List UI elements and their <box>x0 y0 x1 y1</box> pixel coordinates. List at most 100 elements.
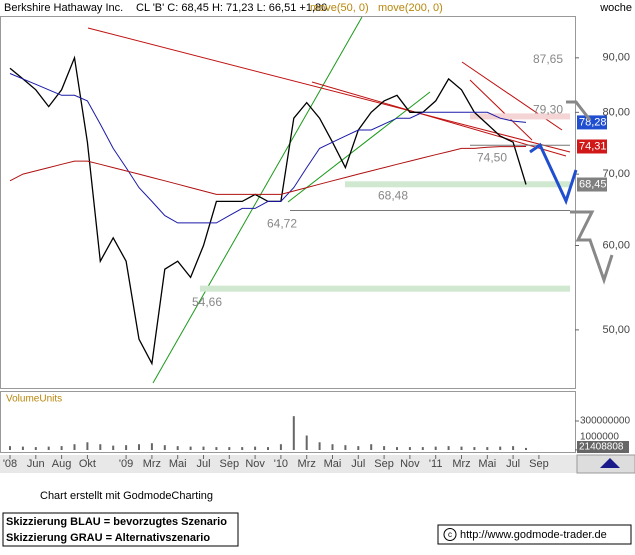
last-value-box <box>577 139 607 154</box>
volume-tick-label: 1000000 <box>580 432 619 443</box>
x-tick-label: Sep <box>374 458 394 470</box>
level-label: 74,50 <box>477 150 507 164</box>
price-panel <box>0 16 576 389</box>
level-label: 64,72 <box>267 217 297 231</box>
trendline <box>469 79 533 141</box>
volume-panel <box>0 391 576 453</box>
volume-bar <box>73 444 76 450</box>
blue-scenario <box>529 142 578 206</box>
volume-bar <box>434 446 437 450</box>
volume-bar <box>305 435 308 450</box>
level-band <box>345 181 570 188</box>
gray-scenario <box>570 210 614 285</box>
volume-bar <box>331 444 334 450</box>
volume-bar <box>267 447 269 450</box>
copyright-icon <box>443 528 457 541</box>
level-label: 79,30 <box>533 103 563 117</box>
chart-title: Berkshire Hathaway Inc. <box>4 2 123 14</box>
copyright-c: c <box>448 530 452 539</box>
volume-bar <box>21 446 24 450</box>
x-axis-strip <box>0 455 635 473</box>
x-tick-label: Mai <box>169 458 187 470</box>
volume-bar <box>125 445 128 450</box>
level-band <box>470 113 570 120</box>
volume-bar <box>396 447 398 450</box>
legend-ma50: move(50, 0) <box>310 2 369 14</box>
volume-bar <box>279 444 282 450</box>
volume-bar <box>486 447 489 450</box>
volume-bar <box>112 445 115 450</box>
last-value-label: 68,45 <box>579 178 607 190</box>
x-tick-label: '11 <box>429 458 443 470</box>
volume-bar <box>292 416 295 450</box>
volume-bar <box>9 446 11 450</box>
volume-title: VolumeUnits <box>6 394 62 405</box>
volume-bar <box>318 442 321 450</box>
trendline <box>87 27 571 153</box>
volume-last-label: 21408808 <box>579 442 624 453</box>
y-tick-label: 60,00 <box>602 239 630 251</box>
volume-bar <box>150 443 153 450</box>
series-line <box>9 146 527 195</box>
legend-ma200: move(200, 0) <box>378 2 443 14</box>
volume-bar <box>344 445 347 450</box>
y-tick-label: 90,00 <box>602 52 630 64</box>
volume-bar <box>176 446 179 450</box>
note: Skizzierung BLAU = bevorzugtes Szenario <box>6 516 227 528</box>
volume-bar <box>254 446 257 450</box>
volume-bar <box>215 447 218 450</box>
x-tick-label: '10 <box>274 458 288 470</box>
x-tick-label: Aug <box>52 458 72 470</box>
credit: Chart erstellt mit GodmodeCharting <box>40 490 213 502</box>
volume-bar <box>202 446 205 450</box>
x-tick-label: Sep <box>529 458 549 470</box>
x-tick-label: Jul <box>196 458 210 470</box>
source-box <box>437 524 632 545</box>
series-line <box>9 73 527 224</box>
volume-bar <box>370 444 373 450</box>
volume-tick-label: 300000000 <box>580 416 630 427</box>
volume-bar <box>99 444 102 450</box>
note: Skizzierung GRAU = Alternativszenario <box>6 532 210 544</box>
volume-bar <box>499 446 502 450</box>
x-tick-label: Okt <box>79 458 96 470</box>
x-tick-label: Mrz <box>298 458 316 470</box>
volume-bar <box>357 446 360 450</box>
volume-bar <box>34 447 37 450</box>
volume-bar <box>86 442 89 450</box>
x-tick-label: Nov <box>245 458 265 470</box>
volume-bar <box>60 446 63 450</box>
volume-bar <box>447 446 450 450</box>
x-tick-label: '09 <box>119 458 133 470</box>
notes-box <box>2 512 239 547</box>
volume-bar <box>47 446 50 450</box>
level-band <box>200 285 570 292</box>
trendline <box>152 16 363 384</box>
volume-bar <box>408 447 411 450</box>
x-tick-label: Jul <box>506 458 520 470</box>
last-value-label: 74,31 <box>579 140 607 152</box>
x-tick-label: Mrz <box>452 458 470 470</box>
last-value-label: 78,28 <box>579 116 607 128</box>
volume-last-box <box>577 441 629 453</box>
volume-bar <box>512 446 515 450</box>
icon <box>600 458 620 468</box>
volume-bar <box>383 446 386 450</box>
volume-bar <box>473 447 476 450</box>
volume-bar <box>460 446 463 450</box>
x-tick-label: Jun <box>27 458 45 470</box>
volume-bar <box>228 447 231 450</box>
source: http://www.godmode-trader.de <box>460 529 607 541</box>
x-tick-label: Nov <box>400 458 420 470</box>
volume-bar <box>525 447 527 450</box>
x-tick-label: Sep <box>220 458 240 470</box>
period: woche <box>599 2 632 14</box>
level-label: 68,48 <box>378 188 408 202</box>
last-value-box <box>577 115 607 130</box>
volume-bar <box>189 446 192 450</box>
trendline <box>311 81 567 157</box>
x-tick-label: Mai <box>478 458 496 470</box>
x-tick-label: Mrz <box>143 458 161 470</box>
y-tick-label: 70,00 <box>602 168 630 180</box>
